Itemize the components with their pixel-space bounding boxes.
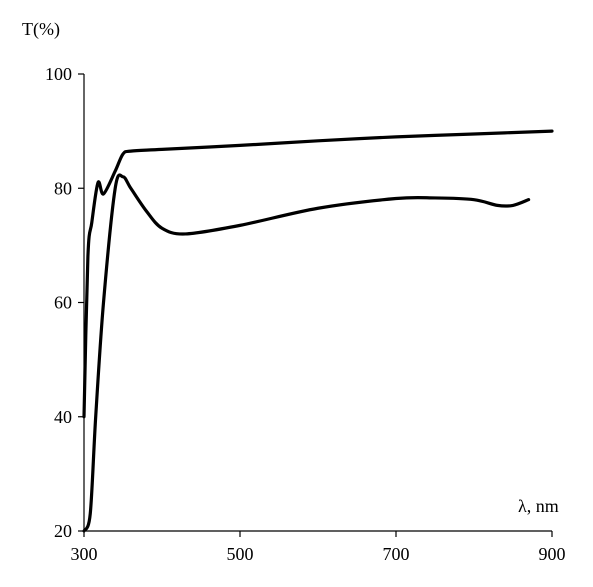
- y-tick-label: 80: [54, 178, 72, 198]
- y-tick-label: 60: [54, 293, 72, 313]
- y-tick-label: 100: [45, 64, 72, 84]
- x-tick-label: 700: [383, 544, 410, 564]
- series-group: [82, 129, 554, 533]
- y-axis-title: T(%): [22, 19, 60, 40]
- y-tick-label: 40: [54, 407, 72, 427]
- x-tick-label: 500: [227, 544, 254, 564]
- x-tick-label: 300: [71, 544, 98, 564]
- x-axis-title: λ, nm: [518, 496, 559, 516]
- series-2-line: [82, 173, 531, 533]
- axes: [83, 74, 552, 532]
- x-tick-label: 900: [539, 544, 566, 564]
- ticks: 20 40 60 80 100 300 500 700 900: [45, 64, 566, 564]
- y-tick-label: 20: [54, 521, 72, 541]
- series-1-line: [82, 129, 554, 419]
